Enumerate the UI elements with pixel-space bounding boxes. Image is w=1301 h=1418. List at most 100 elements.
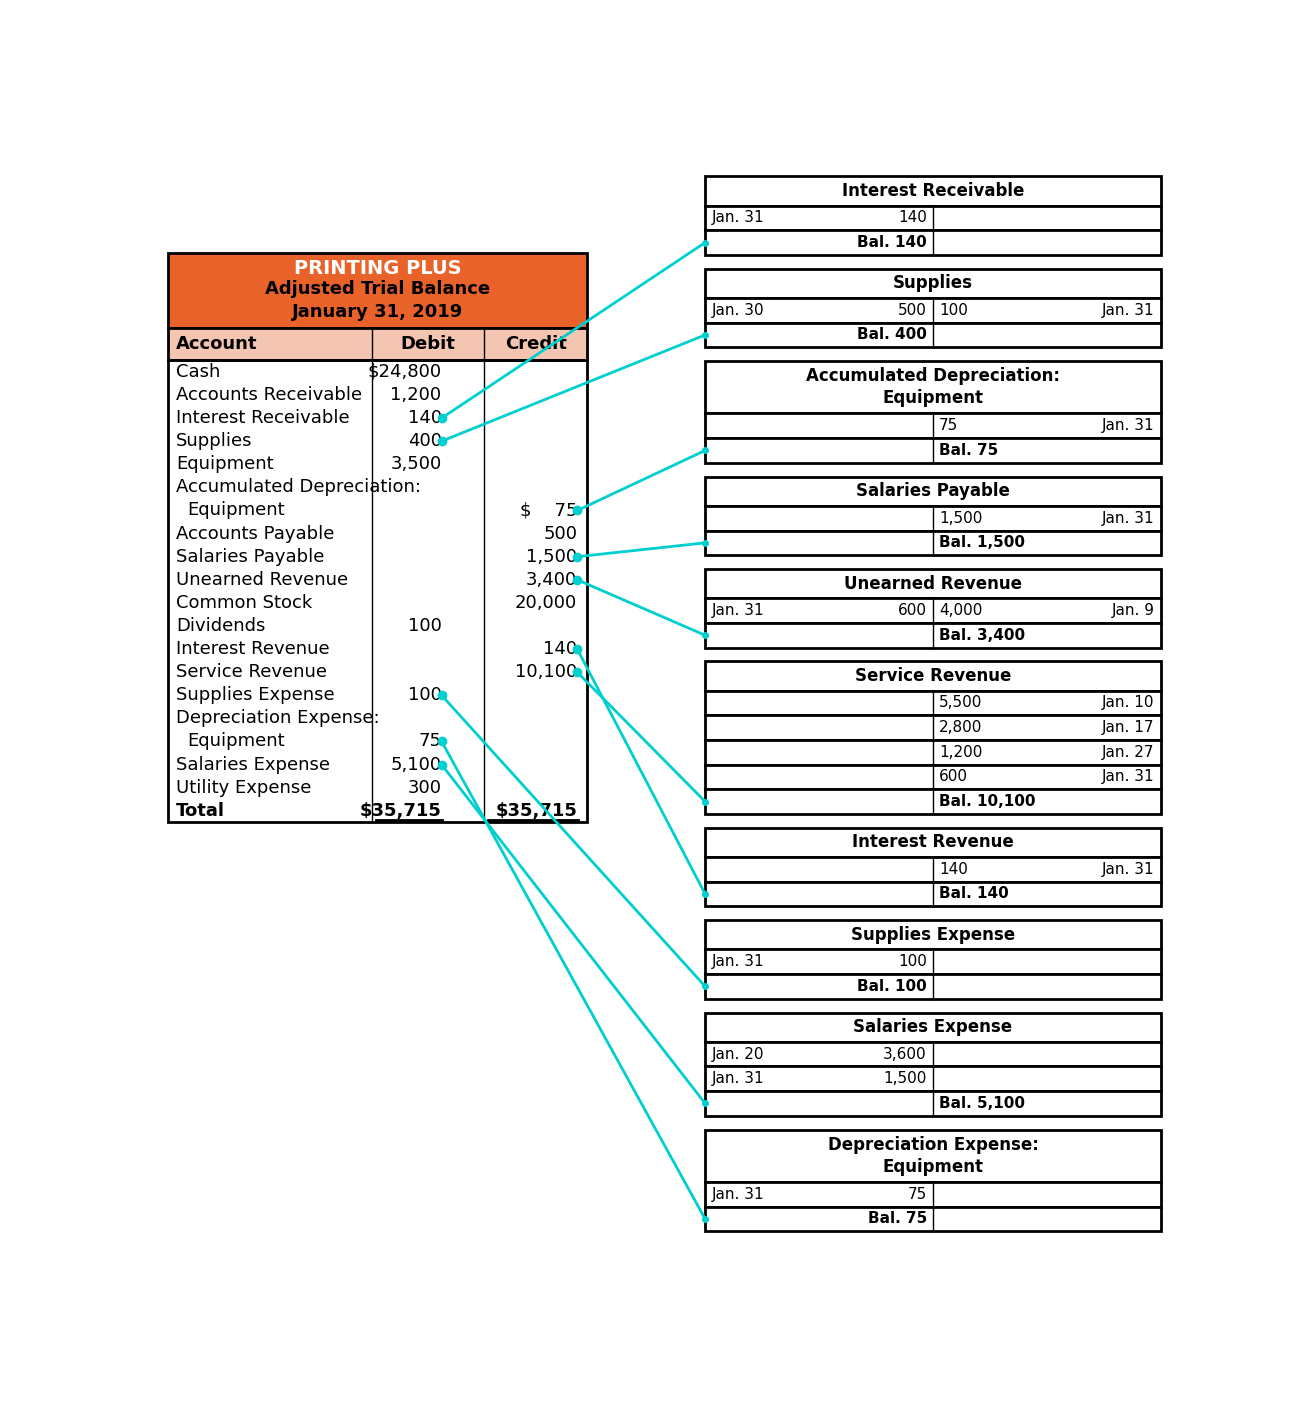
FancyBboxPatch shape [705, 598, 1160, 623]
Text: Utility Expense: Utility Expense [176, 778, 311, 797]
Text: 3,400: 3,400 [526, 571, 578, 588]
FancyBboxPatch shape [168, 360, 587, 822]
Text: Bal. 10,100: Bal. 10,100 [939, 794, 1036, 810]
Text: 140: 140 [898, 210, 926, 225]
FancyBboxPatch shape [705, 661, 1160, 691]
Text: Dividends: Dividends [176, 617, 265, 635]
Text: Bal. 1,500: Bal. 1,500 [939, 536, 1025, 550]
Text: 75: 75 [939, 418, 959, 434]
Text: Interest Receivable: Interest Receivable [842, 182, 1024, 200]
Text: Service Revenue: Service Revenue [855, 666, 1011, 685]
Text: Supplies: Supplies [892, 274, 973, 292]
Text: Bal. 100: Bal. 100 [857, 978, 926, 994]
Text: Salaries Payable: Salaries Payable [176, 547, 324, 566]
Text: 1,500: 1,500 [939, 510, 982, 526]
Text: Jan. 31: Jan. 31 [1102, 303, 1154, 318]
Text: Credit: Credit [505, 335, 567, 353]
FancyBboxPatch shape [705, 623, 1160, 648]
FancyBboxPatch shape [705, 206, 1160, 230]
FancyBboxPatch shape [705, 950, 1160, 974]
Text: Service Revenue: Service Revenue [176, 664, 327, 681]
Text: 100: 100 [407, 617, 441, 635]
Text: $35,715: $35,715 [360, 801, 441, 820]
FancyBboxPatch shape [705, 414, 1160, 438]
Text: Jan. 31: Jan. 31 [712, 210, 764, 225]
Text: 1,500: 1,500 [526, 547, 578, 566]
Text: 140: 140 [543, 640, 578, 658]
FancyBboxPatch shape [705, 362, 1160, 414]
Text: Common Stock: Common Stock [176, 594, 312, 613]
Text: Cash: Cash [176, 363, 220, 381]
Text: 500: 500 [544, 525, 578, 543]
Text: Jan. 30: Jan. 30 [712, 303, 764, 318]
Text: Bal. 3,400: Bal. 3,400 [939, 628, 1025, 642]
Text: 400: 400 [407, 432, 441, 450]
Text: 3,600: 3,600 [883, 1046, 926, 1062]
Text: Jan. 27: Jan. 27 [1102, 744, 1154, 760]
FancyBboxPatch shape [705, 476, 1160, 506]
Text: 75: 75 [419, 733, 441, 750]
Text: Bal. 400: Bal. 400 [857, 328, 926, 342]
FancyBboxPatch shape [168, 328, 587, 360]
Text: 4,000: 4,000 [939, 603, 982, 618]
Text: 600: 600 [898, 603, 926, 618]
FancyBboxPatch shape [705, 1042, 1160, 1066]
Text: 5,500: 5,500 [939, 695, 982, 710]
FancyBboxPatch shape [705, 715, 1160, 740]
Text: 3,500: 3,500 [390, 455, 441, 474]
Text: Jan. 31: Jan. 31 [712, 603, 764, 618]
Text: Equipment: Equipment [176, 455, 273, 474]
Text: Adjusted Trial Balance: Adjusted Trial Balance [265, 281, 490, 298]
Text: 600: 600 [939, 770, 968, 784]
Text: 500: 500 [898, 303, 926, 318]
Text: 100: 100 [407, 686, 441, 705]
FancyBboxPatch shape [705, 323, 1160, 347]
Text: Bal. 140: Bal. 140 [857, 235, 926, 250]
Text: Accounts Receivable: Accounts Receivable [176, 386, 362, 404]
Text: Interest Receivable: Interest Receivable [176, 410, 350, 427]
FancyBboxPatch shape [705, 1090, 1160, 1116]
Text: 140: 140 [939, 862, 968, 876]
Text: 140: 140 [407, 410, 441, 427]
Text: Total: Total [176, 801, 225, 820]
Text: PRINTING PLUS: PRINTING PLUS [294, 258, 462, 278]
Text: 100: 100 [898, 954, 926, 970]
FancyBboxPatch shape [705, 530, 1160, 556]
FancyBboxPatch shape [705, 298, 1160, 323]
Text: $    75: $ 75 [520, 502, 578, 519]
Text: Depreciation Expense:: Depreciation Expense: [176, 709, 380, 727]
FancyBboxPatch shape [705, 506, 1160, 530]
Text: Jan. 31: Jan. 31 [712, 954, 764, 970]
Text: Jan. 9: Jan. 9 [1111, 603, 1154, 618]
Text: Depreciation Expense:
Equipment: Depreciation Expense: Equipment [827, 1136, 1038, 1176]
FancyBboxPatch shape [705, 828, 1160, 856]
Text: Unearned Revenue: Unearned Revenue [844, 574, 1023, 593]
Text: Equipment: Equipment [187, 733, 285, 750]
FancyBboxPatch shape [705, 269, 1160, 298]
Text: Bal. 140: Bal. 140 [939, 886, 1008, 902]
Text: Accumulated Depreciation:
Equipment: Accumulated Depreciation: Equipment [807, 367, 1060, 407]
Text: $24,800: $24,800 [367, 363, 441, 381]
Text: Jan. 31: Jan. 31 [1102, 510, 1154, 526]
Text: Jan. 20: Jan. 20 [712, 1046, 764, 1062]
FancyBboxPatch shape [705, 1066, 1160, 1090]
Text: 1,200: 1,200 [939, 744, 982, 760]
Text: $35,715: $35,715 [496, 801, 578, 820]
FancyBboxPatch shape [705, 764, 1160, 790]
FancyBboxPatch shape [705, 1130, 1160, 1183]
Text: January 31, 2019: January 31, 2019 [291, 302, 463, 320]
FancyBboxPatch shape [705, 1183, 1160, 1207]
Text: Interest Revenue: Interest Revenue [852, 834, 1013, 851]
FancyBboxPatch shape [705, 1207, 1160, 1231]
Text: Account: Account [176, 335, 258, 353]
Text: Supplies Expense: Supplies Expense [176, 686, 334, 705]
Text: Jan. 31: Jan. 31 [712, 1187, 764, 1202]
FancyBboxPatch shape [705, 856, 1160, 882]
Text: Bal. 75: Bal. 75 [939, 442, 998, 458]
Text: Jan. 10: Jan. 10 [1102, 695, 1154, 710]
FancyBboxPatch shape [705, 882, 1160, 906]
FancyBboxPatch shape [705, 176, 1160, 206]
FancyBboxPatch shape [705, 974, 1160, 998]
Text: Accounts Payable: Accounts Payable [176, 525, 334, 543]
Text: Jan. 31: Jan. 31 [1102, 770, 1154, 784]
